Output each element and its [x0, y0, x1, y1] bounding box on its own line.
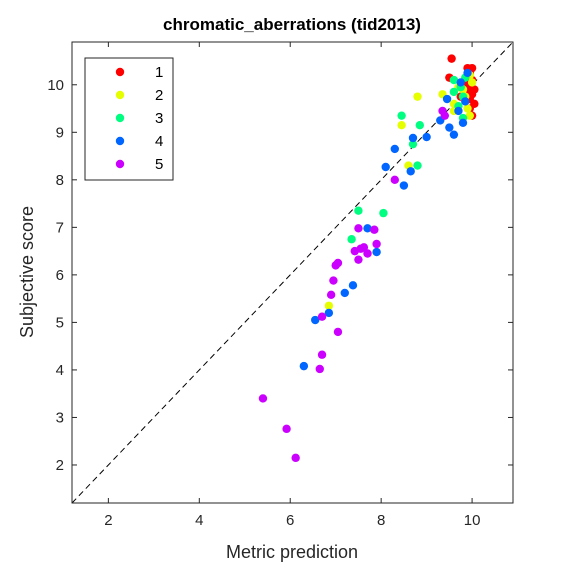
data-point-series-4	[299, 361, 309, 371]
data-point-series-5	[317, 350, 327, 359]
x-tick-label: 2	[104, 512, 112, 529]
legend-items: 1 2 3 4 5	[115, 64, 163, 173]
data-point-series-3	[347, 235, 356, 244]
data-point-series-2	[413, 92, 422, 101]
data-point-series-3	[397, 111, 406, 120]
y-tick-label: 5	[56, 314, 64, 331]
data-point-series-4	[445, 123, 454, 132]
data-point-series-5	[333, 327, 343, 337]
x-tick-label: 8	[377, 512, 385, 529]
chart-title: chromatic_aberrations (tid2013)	[163, 15, 421, 34]
x-tick-label: 4	[195, 512, 203, 529]
y-axis-label: Subjective score	[17, 206, 37, 338]
x-axis-label: Metric prediction	[226, 542, 358, 562]
data-point-series-5	[363, 249, 372, 258]
y-tick-label: 2	[56, 457, 64, 474]
data-point-series-5	[390, 175, 399, 185]
legend-marker-1	[115, 67, 125, 77]
y-tick-label: 8	[56, 172, 64, 189]
legend-marker-3	[115, 113, 125, 123]
legend-label-3: 3	[155, 110, 163, 127]
data-point-series-5	[258, 394, 268, 403]
data-point-series-4	[311, 315, 320, 325]
legend-marker-5	[115, 159, 125, 169]
data-point-series-5	[370, 225, 379, 234]
data-point-series-2	[463, 104, 472, 113]
data-point-series-3	[449, 87, 459, 97]
data-point-series-2	[324, 301, 334, 310]
axes-box	[71, 41, 514, 504]
data-point-series-3	[354, 206, 363, 215]
y-tick-label: 3	[56, 409, 64, 426]
data-point-series-4	[454, 106, 463, 116]
data-point-series-4	[324, 308, 334, 318]
legend: 1 2 3 4 5	[84, 57, 174, 181]
legend-label-2: 2	[155, 87, 163, 104]
data-point-series-5	[317, 312, 327, 321]
y-tick-label: 9	[56, 124, 64, 141]
data-point-series-3	[379, 208, 388, 218]
data-point-series-4	[390, 144, 399, 154]
data-point-series-3	[449, 75, 459, 85]
data-point-series-4	[340, 288, 349, 298]
y-tick-label: 4	[56, 362, 64, 379]
data-point-series-4	[408, 133, 418, 143]
data-point-series-4	[422, 132, 431, 142]
y-tick-label: 10	[47, 77, 64, 94]
data-point-series-4	[456, 78, 465, 87]
data-point-series-5	[440, 111, 450, 120]
data-point-series-4	[458, 118, 468, 127]
data-point-series-3	[415, 120, 424, 130]
legend-marker-2	[115, 90, 125, 100]
data-point-series-4	[461, 97, 470, 106]
data-point-series-4	[463, 68, 472, 78]
data-point-series-1	[447, 54, 456, 63]
data-point-series-4	[399, 181, 409, 190]
x-tick-label: 6	[286, 512, 294, 529]
data-point-series-5	[329, 276, 338, 285]
legend-marker-4	[115, 136, 125, 146]
data-points-layer	[258, 54, 479, 463]
data-point-series-4	[363, 224, 372, 233]
data-point-series-2	[467, 78, 477, 87]
data-point-series-3	[413, 161, 422, 170]
data-point-series-5	[354, 255, 363, 264]
legend-label-4: 4	[155, 133, 163, 150]
data-point-series-4	[381, 162, 390, 172]
legend-label-5: 5	[155, 156, 163, 173]
data-point-series-2	[465, 111, 475, 120]
data-point-series-3	[408, 139, 418, 149]
data-point-series-4	[372, 247, 381, 257]
data-point-series-5	[326, 290, 336, 300]
data-point-series-5	[354, 224, 363, 233]
y-tick-label: 6	[56, 267, 64, 284]
legend-box	[84, 57, 174, 181]
y-tick-label: 7	[56, 219, 64, 236]
data-point-series-5	[315, 364, 324, 374]
data-point-series-4	[348, 281, 358, 290]
data-point-series-5	[291, 453, 300, 463]
data-point-series-2	[397, 120, 406, 130]
data-point-series-5	[372, 239, 381, 249]
data-point-series-5	[333, 258, 343, 268]
data-point-series-5	[359, 243, 369, 252]
data-point-series-4	[449, 130, 459, 139]
ticks-layer: 2 4 6 8 10 2 3 4 5 6 7 8 9 10	[47, 42, 513, 529]
legend-label-1: 1	[155, 64, 163, 81]
data-point-series-4	[442, 94, 452, 104]
data-point-series-4	[406, 167, 415, 176]
data-point-series-5	[282, 424, 291, 434]
x-tick-label: 10	[464, 512, 481, 529]
